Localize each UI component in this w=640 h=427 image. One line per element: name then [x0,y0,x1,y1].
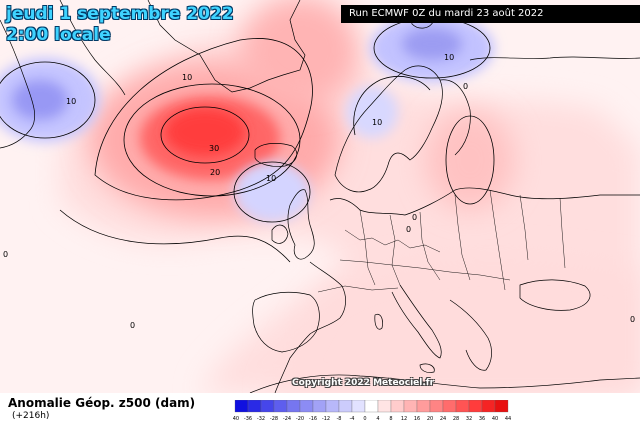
legend-tick-label: 36 [479,416,485,422]
legend-swatch [286,400,301,413]
legend-tick-label: 40 [492,416,498,422]
color-scale-legend: -40-36-32-28-24-20-16-12-8-4048121620242… [233,400,511,422]
legend-tick-label: 4 [376,416,379,422]
legend-swatch [494,400,509,413]
legend-swatch [299,400,314,413]
contour-label: 10 [182,73,192,82]
contour-label: 20 [210,168,220,177]
legend-swatch [481,400,496,413]
legend-tick-label: -4 [350,416,355,422]
legend-swatch [377,400,392,413]
map-title: Anomalie Géop. z500 (dam) [8,396,196,410]
lead-time: (+216h) [12,411,50,421]
legend-swatch [468,400,483,413]
legend-tick-label: -32 [257,416,265,422]
color-scale-swatches [234,400,509,413]
legend-tick-label: 16 [414,416,420,422]
legend-tick-label: -16 [309,416,317,422]
legend-swatch [260,400,275,413]
legend-tick-label: 0 [363,416,366,422]
legend-tick-label: -40 [233,416,239,422]
contour-label: 0 [406,225,411,234]
contour-label: 0 [463,82,468,91]
legend-tick-label: -8 [337,416,342,422]
contour-label: 0 [630,315,635,324]
legend-swatch [416,400,431,413]
legend-tick-label: 12 [401,416,407,422]
color-scale-ticks: -40-36-32-28-24-20-16-12-8-4048121620242… [233,416,511,422]
legend-swatch [325,400,340,413]
legend-tick-label: 44 [505,416,511,422]
legend-swatch [247,400,262,413]
coastlines [0,0,640,393]
legend-tick-label: -28 [270,416,278,422]
contour-label: 10 [66,97,76,106]
legend-tick-label: 24 [440,416,446,422]
geopotential-anomaly-map: 30 20 10 10 10 10 10 0 0 0 0 0 0 [0,0,640,393]
legend-swatch [273,400,288,413]
map-footer: Anomalie Géop. z500 (dam) (+216h) -40-36… [0,393,640,427]
legend-swatch [455,400,470,413]
legend-swatch [364,400,379,413]
forecast-date: jeudi 1 septembre 2022 [6,4,234,24]
legend-swatch [442,400,457,413]
legend-tick-label: -24 [283,416,291,422]
contour-label: 30 [209,144,219,153]
country-borders [317,189,566,293]
copyright-notice: Copyright 2022 Meteociel.fr [292,378,435,388]
run-info-banner: Run ECMWF 0Z du mardi 23 août 2022 [341,5,640,23]
legend-tick-label: 20 [427,416,433,422]
legend-tick-label: -20 [296,416,304,422]
legend-tick-label: 8 [389,416,392,422]
legend-swatch [234,400,249,413]
forecast-local-time: 2:00 locale [6,25,111,45]
legend-swatch [351,400,366,413]
legend-swatch [312,400,327,413]
legend-swatch [338,400,353,413]
contour-label: 10 [266,174,276,183]
legend-tick-label: -36 [244,416,252,422]
contour-label: 0 [130,321,135,330]
contour-labels: 30 20 10 10 10 10 10 0 0 0 0 0 0 [3,53,635,330]
legend-swatch [403,400,418,413]
contour-label: 0 [3,250,8,259]
legend-tick-label: 32 [466,416,472,422]
legend-tick-label: -12 [322,416,330,422]
legend-swatch [390,400,405,413]
legend-swatch [429,400,444,413]
anomaly-shading [0,0,640,393]
contour-label: 10 [444,53,454,62]
legend-tick-label: 28 [453,416,459,422]
contour-label: 0 [412,213,417,222]
contour-label: 10 [372,118,382,127]
